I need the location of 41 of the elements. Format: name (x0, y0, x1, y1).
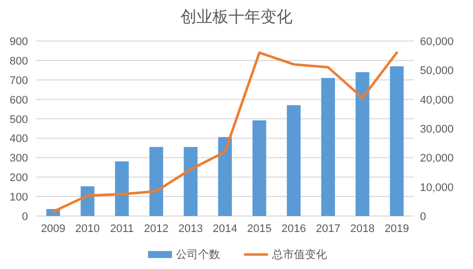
bar (252, 120, 266, 216)
x-tick-label: 2010 (75, 223, 100, 235)
bar (390, 66, 404, 216)
y-tick-label: 100 (10, 192, 28, 204)
y-tick-label: 900 (10, 36, 28, 48)
legend-label: 公司个数 (176, 249, 220, 261)
x-tick-label: 2009 (40, 223, 66, 235)
bar (356, 72, 370, 216)
y2-tick-label: 0 (420, 211, 426, 223)
x-tick-label: 2013 (178, 223, 203, 235)
y2-tick-label: 50,000 (420, 65, 454, 78)
bar (115, 161, 129, 216)
x-tick-label: 2015 (247, 223, 272, 235)
y2-tick-label: 20,000 (420, 152, 454, 165)
y2-tick-label: 30,000 (420, 124, 454, 136)
bar (80, 186, 94, 216)
y-tick-label: 800 (10, 55, 28, 68)
x-tick-label: 2017 (316, 223, 340, 235)
y2-tick-label: 40,000 (420, 94, 454, 106)
y2-tick-label: 10,000 (420, 182, 454, 194)
y-tick-label: 0 (22, 211, 28, 223)
bar (321, 78, 335, 216)
x-tick-label: 2018 (350, 223, 375, 235)
chart-title: 创业板十年变化 (180, 8, 292, 26)
bar (218, 137, 232, 216)
bar (149, 146, 164, 216)
y-tick-label: 500 (10, 114, 28, 126)
y-tick-label: 700 (10, 74, 28, 87)
x-tick-label: 2011 (110, 223, 134, 235)
legend-label: 总市值变化 (271, 248, 327, 261)
x-tick-label: 2019 (384, 223, 410, 235)
y-tick-label: 600 (10, 94, 28, 106)
bar (286, 105, 301, 216)
x-tick-label: 2012 (144, 223, 169, 235)
y-tick-label: 300 (10, 152, 28, 165)
bar (184, 146, 198, 216)
y-tick-label: 400 (10, 133, 28, 146)
x-tick-label: 2014 (212, 223, 238, 235)
y2-tick-label: 60,000 (420, 36, 454, 48)
y-tick-label: 200 (10, 172, 28, 184)
x-tick-label: 2016 (281, 223, 306, 235)
